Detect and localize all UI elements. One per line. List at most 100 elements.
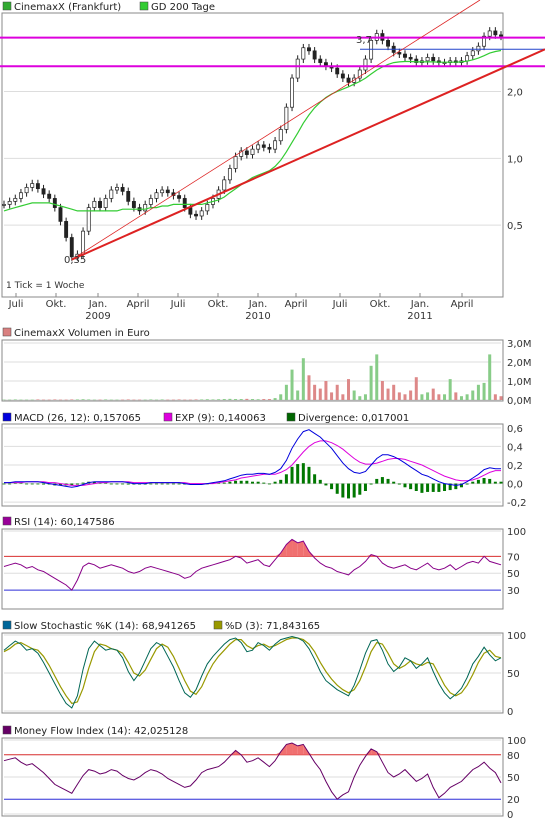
volume-bar [358, 396, 362, 400]
price-candle [244, 150, 249, 155]
mfi-overbought-fill [308, 753, 315, 755]
legend-swatch-stoch-k [2, 620, 12, 630]
stochastic-y-tick-label: 100 [507, 631, 526, 642]
divergence-bar [465, 483, 469, 485]
divergence-bar [420, 483, 424, 493]
macd-y-tick-label: 0,6 [507, 424, 523, 435]
divergence-bar [454, 483, 458, 490]
price-candle [301, 47, 306, 60]
price-candle [340, 73, 345, 79]
volume-bar [499, 396, 503, 400]
rsi-y-tick-label: 100 [507, 527, 526, 538]
stochastic-lines [3, 635, 502, 709]
divergence-bar [284, 474, 288, 484]
legend-label-macd: MACD (26, 12): 0,157065 [14, 413, 141, 424]
volume-bar [352, 390, 356, 400]
price-candle [126, 191, 131, 202]
x-tick-label: Jan. [88, 299, 108, 310]
volume-bar [8, 399, 12, 401]
stoch-k-line [3, 635, 502, 709]
price-candle [81, 230, 86, 255]
price-candle [69, 237, 74, 258]
volume-bar [369, 365, 373, 400]
volume-bar [245, 398, 249, 400]
volume-bar [58, 399, 62, 401]
volume-bar [318, 388, 322, 400]
price-candle [273, 140, 278, 150]
price-candle [307, 47, 311, 52]
divergence-bar [369, 483, 373, 485]
volume-y-tick-label: 3,0M [507, 339, 532, 350]
volume-bar [443, 394, 447, 400]
divergence-bar [471, 481, 475, 484]
price-candle [205, 204, 210, 212]
divergence-bar [397, 483, 401, 485]
price-candle [92, 201, 97, 208]
price-candle [194, 213, 198, 217]
divergence-bar [493, 481, 497, 484]
volume-y-tick-label: 2,0M [507, 358, 532, 369]
volume-bars [2, 354, 503, 401]
price-candle [284, 106, 289, 130]
price-candle [487, 30, 492, 37]
volume-bar [143, 399, 147, 401]
legend-swatch-volume [2, 327, 12, 337]
price-candle [2, 204, 6, 206]
volume-bar [19, 399, 23, 401]
volume-bar [177, 399, 181, 400]
stoch-d-line [3, 637, 502, 705]
divergence-bar [98, 482, 102, 484]
price-candle [408, 57, 413, 60]
volume-bar [476, 384, 480, 400]
volume-bar [132, 399, 136, 401]
price-panel: 0,5 1,0 2,0 Juli Okt. Jan. April Juli Okt. Jan. A… [0, 0, 545, 322]
volume-bar [25, 399, 29, 401]
stochastic-panel: 0 50 100 Slow Stochastic %K (14): 68,94126… [1, 620, 526, 718]
divergence-bar [126, 483, 130, 485]
divergence-bar [330, 483, 334, 490]
price-candle [278, 129, 283, 142]
price-candle [386, 40, 390, 47]
volume-bar [341, 394, 345, 400]
macd-line [4, 429, 501, 488]
volume-y-tick-label: 1,0M [507, 377, 532, 388]
volume-bar [431, 388, 435, 400]
price-candle [109, 189, 114, 199]
volume-bar [87, 399, 91, 400]
price-candle [131, 201, 136, 208]
annotation-tick-size: 1 Tick = 1 Woche [6, 281, 85, 291]
price-candle [425, 57, 430, 62]
mfi-overbought-fill [292, 742, 298, 755]
volume-bar [454, 392, 458, 400]
x-tick-label: Juli [170, 299, 186, 310]
volume-bar [488, 354, 492, 400]
legend-swatch-exp [163, 412, 173, 422]
divergence-bar [352, 483, 356, 498]
rsi-y-tick-label: 70 [507, 552, 520, 563]
volume-bar [104, 399, 108, 400]
divergence-bar [267, 483, 271, 485]
volume-bar [121, 399, 125, 401]
mfi-overbought-fill [286, 742, 293, 755]
volume-bar [2, 399, 6, 401]
mfi-overbought-fill [371, 748, 377, 755]
volume-bar [98, 399, 102, 401]
price-candle [182, 198, 187, 208]
divergence-bar [177, 483, 181, 485]
volume-bar [465, 394, 469, 400]
legend-label-divergence: Divergence: 0,017001 [298, 413, 409, 424]
volume-bar [482, 382, 486, 400]
price-candle [290, 77, 294, 108]
divergence-bar [104, 482, 108, 484]
x-tick-label: Juli [332, 299, 348, 310]
price-candle [470, 50, 475, 57]
legend-swatch-price [2, 1, 12, 11]
volume-bar [459, 396, 463, 400]
volume-bar [239, 399, 243, 400]
volume-bar [70, 399, 74, 400]
year-label: 2009 [85, 311, 110, 322]
price-candle [493, 30, 498, 36]
price-candle [346, 77, 351, 83]
volume-bar [109, 399, 113, 401]
legend-label-stoch-k: Slow Stochastic %K (14): 68,941265 [14, 621, 196, 632]
